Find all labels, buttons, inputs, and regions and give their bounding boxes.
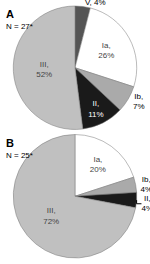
svg-text:III,52%: III,52% bbox=[36, 60, 52, 79]
svg-text:Ia,26%: Ia,26% bbox=[98, 41, 114, 60]
svg-text:Ib,7%: Ib,7% bbox=[133, 92, 145, 111]
svg-text:III,72%: III,72% bbox=[43, 206, 59, 225]
svg-text:B: B bbox=[6, 137, 14, 149]
svg-text:II,11%: II,11% bbox=[88, 99, 103, 118]
svg-text:Ia,20%: Ia,20% bbox=[90, 155, 106, 174]
svg-text:II,4%: II,4% bbox=[141, 194, 150, 213]
svg-text:Ib,4%: Ib,4% bbox=[140, 175, 150, 194]
svg-text:N = 27*: N = 27* bbox=[6, 22, 33, 31]
svg-text:N = 25*: N = 25* bbox=[6, 151, 33, 160]
svg-text:A: A bbox=[6, 8, 14, 20]
svg-text:V, 4%: V, 4% bbox=[85, 0, 106, 7]
